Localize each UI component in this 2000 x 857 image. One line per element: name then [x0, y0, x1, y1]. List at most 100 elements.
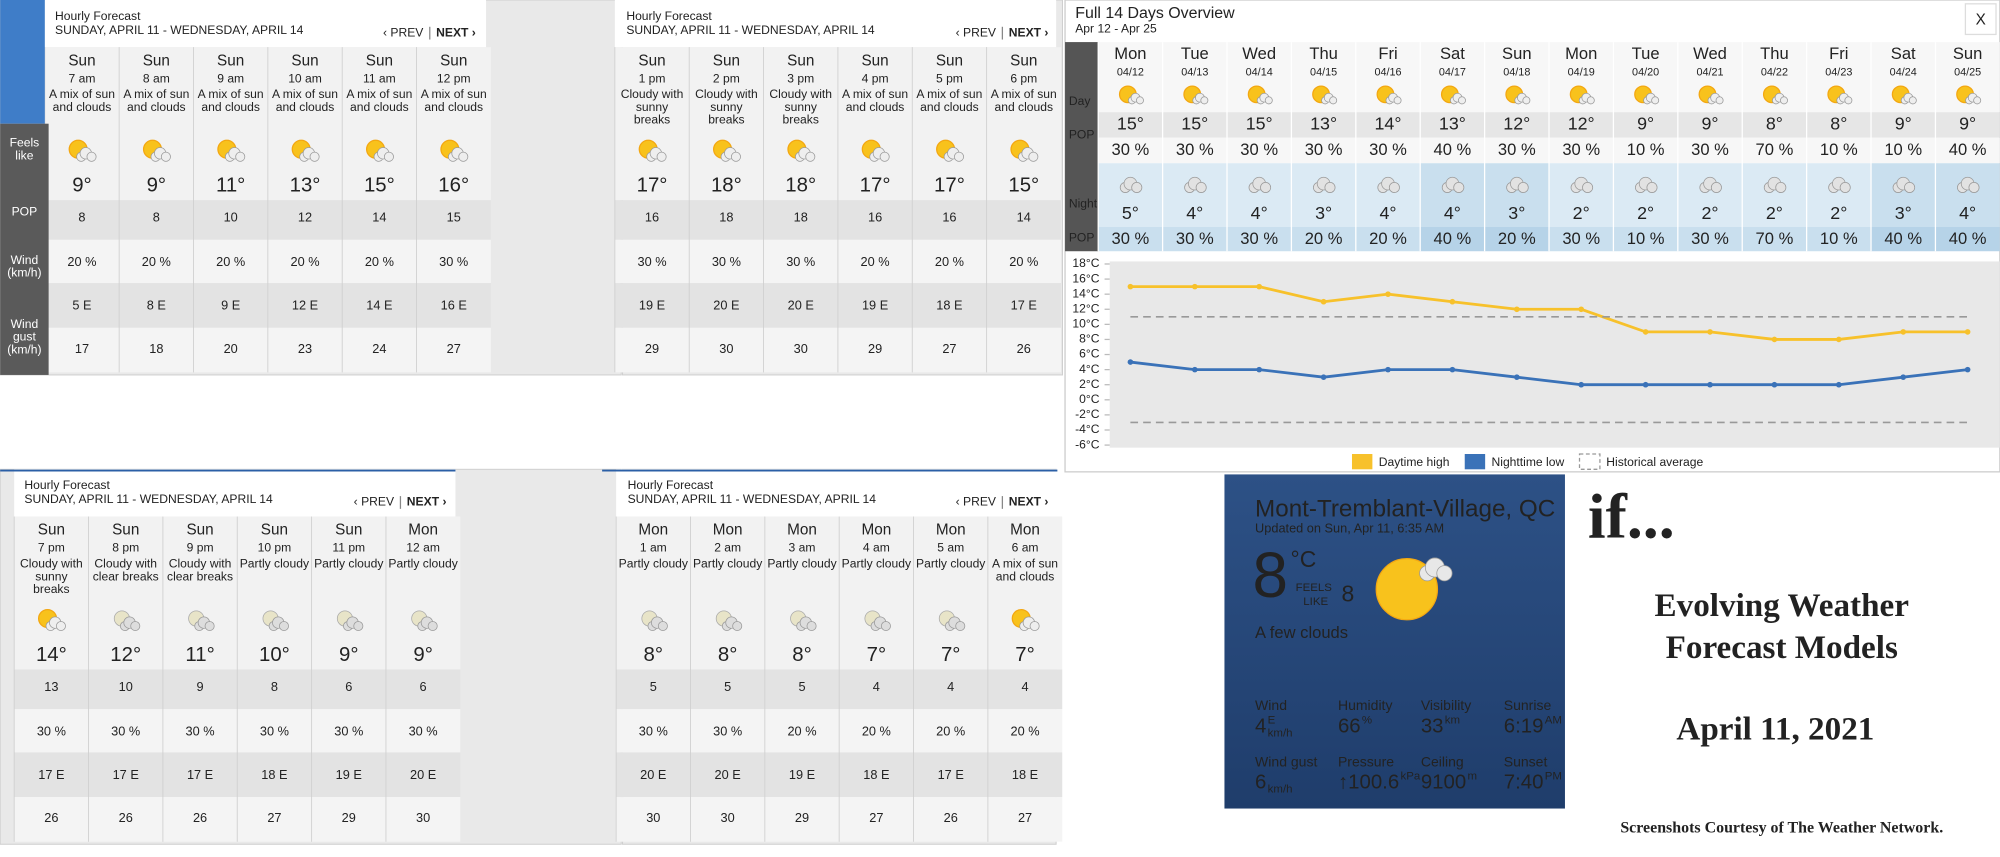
night-band: [1162, 163, 1228, 228]
cloud-icon: [1763, 176, 1787, 193]
series-line: [1130, 285, 1968, 341]
high-band: [1420, 112, 1485, 138]
row-band: [614, 327, 690, 373]
wind-gust: 30: [721, 810, 735, 825]
overview-low: 4°: [1186, 203, 1203, 223]
panel-header: [614, 0, 1057, 48]
row-band: [689, 327, 764, 373]
hour-column: [837, 47, 913, 201]
row-band: [14, 669, 89, 710]
hour-condition: Cloudy with clear breaks: [167, 558, 234, 585]
pop: 30 %: [712, 254, 741, 269]
row-band: [385, 669, 461, 710]
close-button-frame[interactable]: [1964, 3, 1997, 36]
night-pop-band: [1291, 227, 1356, 252]
prev-button[interactable]: ‹ PREV: [956, 25, 997, 39]
cloud-icon: [1018, 147, 1039, 162]
cloud-part: [1968, 181, 1980, 193]
hour-time: 1 pm: [639, 71, 666, 85]
data-point: [1449, 366, 1456, 373]
hour-condition: Cloudy with sunny breaks: [20, 558, 83, 597]
hour-day: Sun: [861, 52, 888, 69]
cloud-part: [1453, 181, 1465, 193]
hour-condition: Cloudy with sunny breaks: [769, 89, 833, 128]
wind-gust: 26: [119, 810, 133, 825]
hour-column: [416, 47, 491, 201]
feels-like: 5: [724, 679, 731, 694]
row-label-box: Feels like: [10, 138, 40, 163]
overview-night-pop: 10 %: [1627, 229, 1665, 248]
row-band: [616, 669, 691, 710]
row-band: [764, 752, 840, 798]
hour-column: [385, 516, 461, 670]
data-point: [1964, 366, 1971, 373]
prev-button[interactable]: ‹ PREV: [956, 495, 997, 509]
overview-label-column: [1065, 42, 1099, 252]
hour-condition: Partly cloudy: [618, 558, 688, 572]
night-pop-band: [1677, 227, 1743, 252]
row-band: [764, 709, 840, 753]
data-point: [1707, 381, 1713, 388]
cloud-part: [130, 621, 141, 632]
overview-high: 8°: [1830, 114, 1847, 134]
y-tick-label: 18°C: [1072, 256, 1099, 270]
hour-condition-box: A mix of sun and clouds: [123, 89, 189, 114]
cloud-icon: [45, 616, 66, 632]
wind: 18 E: [1012, 767, 1038, 782]
cloud-icon: [720, 147, 741, 162]
wind: 17 E: [113, 767, 139, 782]
hour-condition-box: A mix of sun and clouds: [198, 89, 264, 114]
row-band: [119, 239, 194, 284]
data-point: [1771, 336, 1778, 343]
cloud-icon: [1449, 92, 1466, 105]
overview-subtitle: Apr 12 - Apr 25: [1075, 22, 1157, 36]
hour-condition-box: Cloudy with sunny breaks: [621, 89, 684, 127]
data-point: [1964, 329, 1971, 335]
overview-row-label: POP: [1069, 231, 1095, 245]
row-band: [837, 283, 913, 328]
overview-day: Tue: [1632, 44, 1660, 63]
next-button[interactable]: NEXT ›: [436, 25, 476, 39]
cloud-icon: [1900, 92, 1917, 105]
feels-like: 8: [153, 209, 160, 224]
next-button[interactable]: NEXT ›: [407, 495, 447, 509]
hour-temp: 9°: [413, 644, 433, 666]
hour-time: 4 am: [863, 541, 890, 555]
hour-column: [193, 47, 268, 201]
overview-night-pop: 40 %: [1884, 229, 1922, 248]
wind: 5 E: [72, 297, 91, 312]
night-band: [1484, 163, 1550, 228]
pop: 20 %: [142, 254, 171, 269]
date-range: SUNDAY, APRIL 11 - WEDNESDAY, APRIL 14: [628, 492, 877, 506]
hour-day: Sun: [787, 52, 814, 69]
day-pop-band: [1098, 137, 1163, 164]
night-pop-band: [1871, 227, 1936, 252]
overview-night-pop: 20 %: [1498, 229, 1536, 248]
night-pop-band: [1549, 227, 1614, 252]
cloud-part: [1436, 565, 1453, 582]
pop: 20 %: [862, 723, 891, 738]
prev-button[interactable]: ‹ PREV: [383, 25, 424, 39]
current-condition: A few clouds: [1255, 623, 1348, 642]
feels-like: 14: [1017, 209, 1031, 224]
wind-gust: 20: [224, 341, 238, 356]
cloud-part: [383, 151, 394, 162]
hour-temp: 15°: [364, 175, 395, 197]
panel-title: Hourly Forecast: [24, 478, 110, 492]
row-band: [616, 752, 691, 798]
overview-day-pop: 30 %: [1240, 140, 1278, 159]
hour-time: 6 am: [1012, 541, 1039, 555]
day-pop-band: [1806, 137, 1872, 164]
overview-day-pop: 40 %: [1949, 140, 1987, 159]
hour-condition: A mix of sun and clouds: [272, 89, 339, 115]
next-button[interactable]: NEXT ›: [1009, 495, 1049, 509]
next-button[interactable]: NEXT ›: [1009, 25, 1049, 39]
row-band: [690, 797, 765, 842]
hour-condition-box: A mix of sun and clouds: [272, 89, 339, 115]
hour-day: Sun: [68, 52, 95, 69]
cloud-part: [279, 621, 289, 632]
stat-value: 66: [1338, 715, 1361, 737]
cloud-part: [1388, 181, 1400, 193]
prev-button[interactable]: ‹ PREV: [354, 495, 395, 509]
high-band: [1098, 112, 1163, 138]
